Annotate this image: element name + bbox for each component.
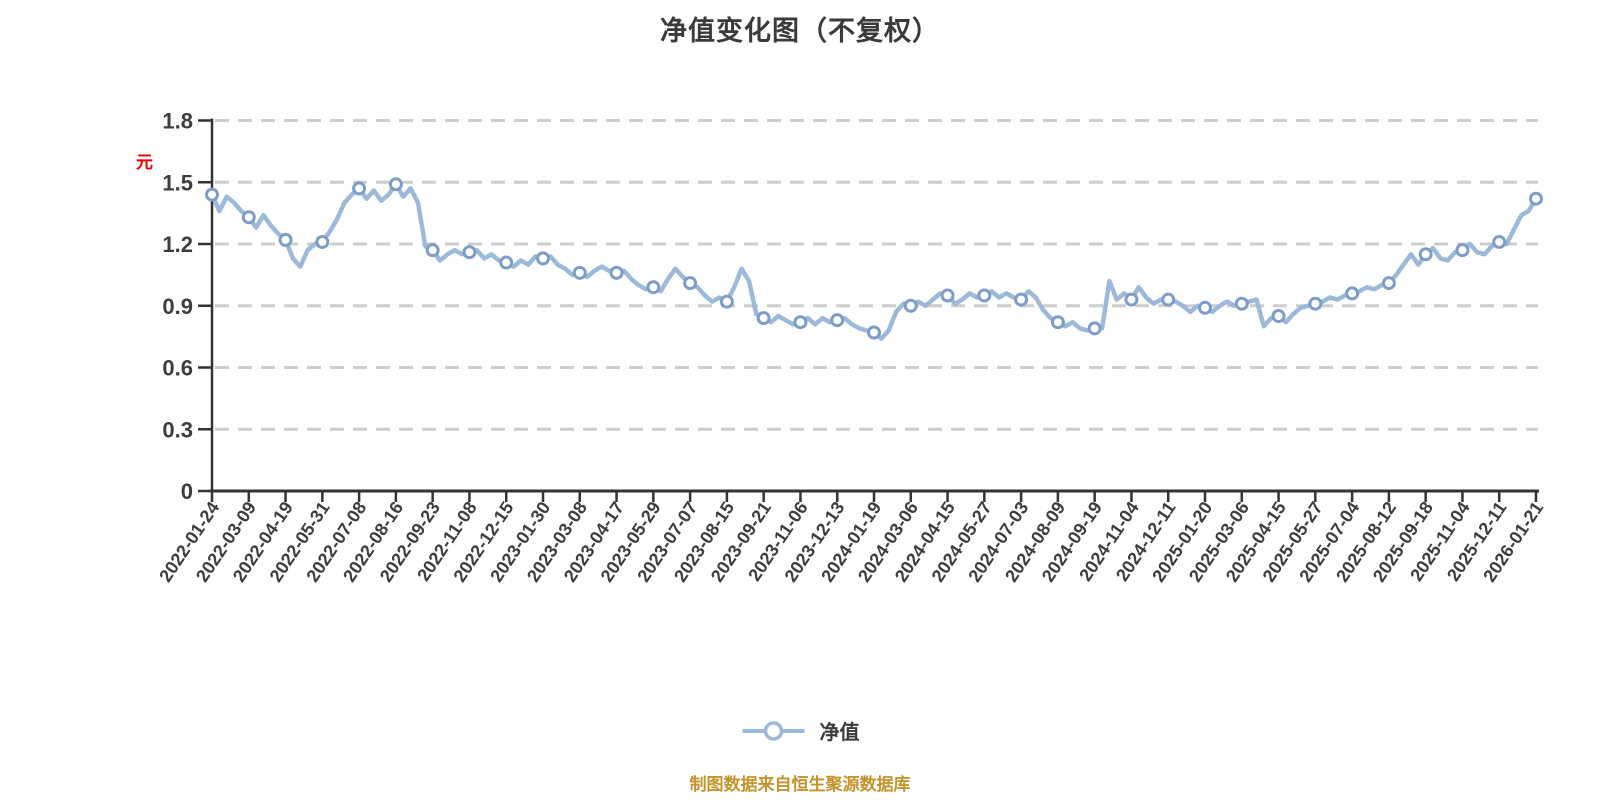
nav-marker[interactable]: [756, 311, 771, 326]
y-axis-unit-label: 元: [136, 153, 153, 172]
nav-marker[interactable]: [425, 243, 440, 258]
nav-marker[interactable]: [1529, 191, 1543, 206]
nav-marker[interactable]: [536, 251, 550, 266]
legend-item-nav[interactable]: 净值: [741, 716, 860, 745]
nav-marker[interactable]: [241, 210, 256, 225]
data-source-note: 制图数据来自恒生聚源数据库: [689, 775, 911, 794]
nav-marker[interactable]: [499, 255, 514, 270]
nav-marker[interactable]: [278, 232, 293, 247]
nav-marker[interactable]: [609, 265, 624, 280]
nav-marker[interactable]: [1234, 296, 1249, 311]
nav-marker[interactable]: [1087, 321, 1102, 336]
nav-marker[interactable]: [793, 315, 808, 330]
nav-marker[interactable]: [1492, 234, 1507, 249]
nav-marker[interactable]: [352, 181, 367, 196]
y-tick-label: 0.3: [162, 417, 193, 442]
nav-marker[interactable]: [1418, 247, 1433, 262]
nav-marker[interactable]: [388, 177, 403, 192]
nav-marker[interactable]: [830, 313, 845, 328]
nav-marker[interactable]: [1014, 292, 1029, 307]
nav-marker[interactable]: [315, 234, 330, 249]
nav-marker[interactable]: [1345, 286, 1360, 301]
nav-marker[interactable]: [572, 265, 587, 280]
nav-marker[interactable]: [205, 187, 219, 202]
nav-marker[interactable]: [1161, 292, 1176, 307]
nav-marker[interactable]: [719, 294, 734, 309]
y-tick-label: 1.2: [162, 232, 193, 257]
nav-marker[interactable]: [1271, 309, 1286, 324]
y-tick-label: 0: [181, 479, 193, 504]
nav-marker[interactable]: [903, 298, 918, 313]
legend-circle: [763, 720, 784, 741]
nav-marker[interactable]: [867, 325, 881, 340]
nav-line: [209, 182, 1539, 341]
nav-marker[interactable]: [683, 276, 698, 291]
legend-line-marker-icon: [742, 720, 805, 741]
y-tick-label: 0.9: [162, 294, 193, 319]
y-tick-label: 1.8: [162, 109, 193, 134]
nav-marker[interactable]: [1455, 243, 1470, 258]
nav-marker[interactable]: [940, 288, 955, 303]
nav-marker[interactable]: [462, 245, 477, 260]
nav-marker[interactable]: [1381, 276, 1396, 291]
y-tick-label: 0.6: [162, 356, 193, 381]
nav-marker[interactable]: [646, 280, 661, 295]
nav-marker[interactable]: [1050, 315, 1065, 330]
legend-label: 净值: [819, 722, 860, 744]
nav-marker[interactable]: [1198, 300, 1212, 315]
y-tick-label: 1.5: [162, 170, 193, 195]
chart-title: 净值变化图（不复权）: [660, 16, 940, 46]
nav-marker[interactable]: [1124, 292, 1139, 307]
nav-marker[interactable]: [1308, 296, 1323, 311]
nav-marker[interactable]: [977, 288, 992, 303]
